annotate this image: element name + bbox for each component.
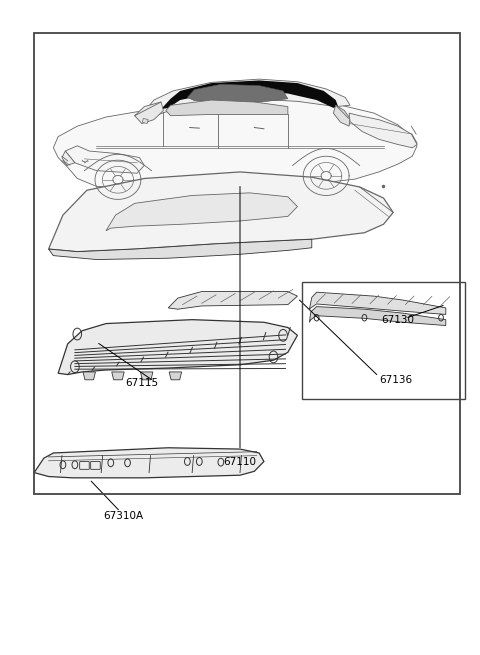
Text: 67110: 67110 xyxy=(224,457,256,467)
Polygon shape xyxy=(349,113,417,148)
Polygon shape xyxy=(106,193,298,231)
Text: 67136: 67136 xyxy=(379,375,412,384)
Polygon shape xyxy=(58,320,298,375)
Polygon shape xyxy=(310,292,446,314)
Polygon shape xyxy=(65,146,144,174)
Text: 67115: 67115 xyxy=(125,378,158,388)
Polygon shape xyxy=(48,172,393,252)
Polygon shape xyxy=(112,372,124,380)
Polygon shape xyxy=(169,372,181,380)
Polygon shape xyxy=(333,105,350,126)
Polygon shape xyxy=(168,291,298,309)
Polygon shape xyxy=(144,79,350,115)
Text: 67310A: 67310A xyxy=(104,511,144,521)
Bar xyxy=(302,282,465,400)
Polygon shape xyxy=(83,372,96,380)
Polygon shape xyxy=(141,372,153,380)
Polygon shape xyxy=(143,119,148,124)
Polygon shape xyxy=(48,239,312,259)
Polygon shape xyxy=(53,100,417,189)
Polygon shape xyxy=(34,448,264,478)
Text: 67130: 67130 xyxy=(381,314,414,325)
Bar xyxy=(34,33,460,494)
Polygon shape xyxy=(161,81,338,109)
Polygon shape xyxy=(166,100,288,116)
Polygon shape xyxy=(187,84,288,102)
Polygon shape xyxy=(135,102,163,124)
Polygon shape xyxy=(62,151,75,166)
Polygon shape xyxy=(310,307,446,326)
